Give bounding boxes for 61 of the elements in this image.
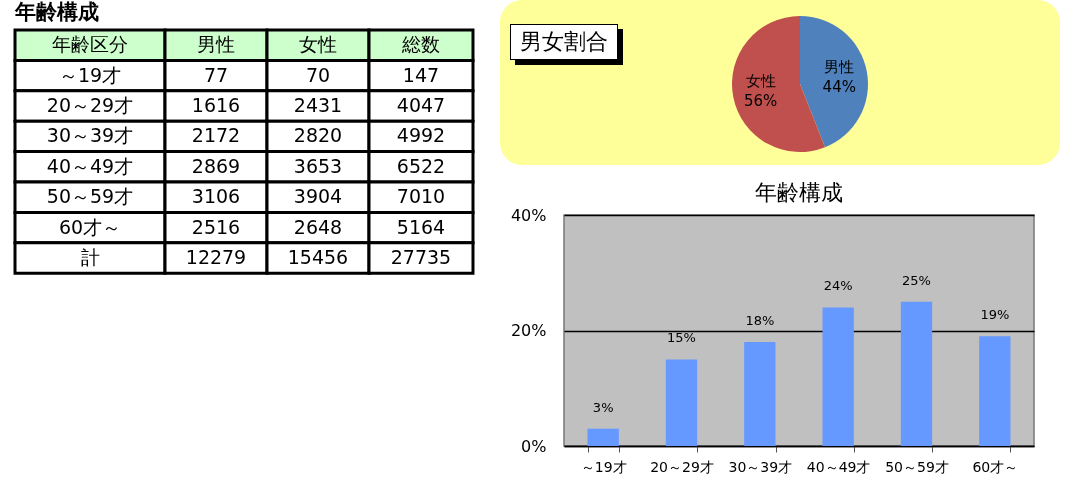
- data-label: 2431: [293, 93, 343, 116]
- data-label: 12279: [185, 245, 247, 268]
- slice-label: 女性: [745, 72, 776, 91]
- series-label: 男性: [197, 33, 235, 56]
- category-label: 60才～: [58, 215, 122, 238]
- slice-label: 男性: [824, 57, 855, 76]
- data-label: 147: [402, 63, 440, 86]
- data-label: 2820: [293, 124, 343, 147]
- bar: [744, 342, 776, 446]
- data-label: 70: [305, 63, 331, 86]
- y-tick-label: 40%: [510, 205, 547, 225]
- x-tick-label: 40～49才: [806, 458, 871, 475]
- data-label: 18%: [745, 313, 775, 329]
- bar: [822, 307, 854, 446]
- category-label: 30～39才: [46, 124, 134, 147]
- data-label: 2172: [191, 124, 241, 147]
- data-label: 27735: [390, 245, 452, 268]
- data-label: 25%: [902, 272, 931, 288]
- bar: [979, 336, 1011, 446]
- data-label: 4047: [396, 93, 446, 116]
- data-label: 5164: [396, 215, 446, 238]
- data-label: 15456: [287, 245, 349, 268]
- bar: [900, 301, 933, 446]
- category-label: 20～29才: [46, 93, 134, 116]
- y-tick-label: 20%: [510, 321, 547, 340]
- data-label: 1616: [191, 93, 241, 116]
- data-label: 2516: [191, 215, 241, 238]
- data-label: 3%: [592, 399, 614, 415]
- bar: [587, 428, 619, 446]
- data-label: 77: [203, 63, 229, 86]
- x-tick-label: 20～29才: [650, 458, 714, 475]
- data-label: 3653: [293, 154, 343, 177]
- x-tick-label: 50～59才: [885, 458, 949, 475]
- data-label: 15%: [667, 330, 696, 346]
- data-label: 3106: [191, 185, 241, 208]
- x-tick-label: 60才～: [972, 458, 1019, 475]
- category-label: 計: [80, 245, 100, 268]
- x-tick-label: 30～39才: [728, 458, 793, 475]
- data-label: 19%: [980, 307, 1010, 323]
- category-label: 50～59才: [46, 185, 134, 208]
- category-label: 40～49才: [46, 154, 134, 177]
- text: 男女割合: [510, 24, 618, 60]
- bar: [665, 359, 698, 446]
- data-label: 44%: [822, 77, 856, 96]
- data-label: 56%: [744, 92, 778, 111]
- text: 年齢区分: [52, 33, 129, 56]
- data-label: 3904: [293, 185, 343, 208]
- x-tick-label: ～19才: [580, 458, 627, 475]
- data-label: 4992: [396, 124, 446, 147]
- text: 年齢構成: [14, 0, 100, 25]
- category-label: ～19才: [58, 63, 122, 86]
- data-label: 24%: [823, 278, 853, 294]
- data-label: 2648: [293, 215, 343, 238]
- data-label: 2869: [191, 154, 241, 177]
- data-label: 6522: [396, 154, 446, 177]
- series-label: 女性: [299, 33, 337, 56]
- y-tick-label: 0%: [521, 436, 547, 456]
- pie-slice: [800, 16, 868, 148]
- data-label: 7010: [396, 185, 446, 208]
- series-label: 総数: [400, 33, 440, 56]
- chart-title: 年齢構成: [755, 180, 843, 205]
